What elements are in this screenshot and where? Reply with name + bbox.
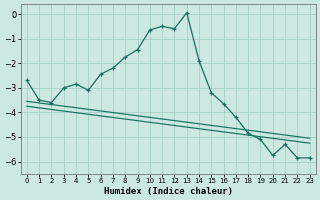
X-axis label: Humidex (Indice chaleur): Humidex (Indice chaleur) bbox=[104, 187, 233, 196]
